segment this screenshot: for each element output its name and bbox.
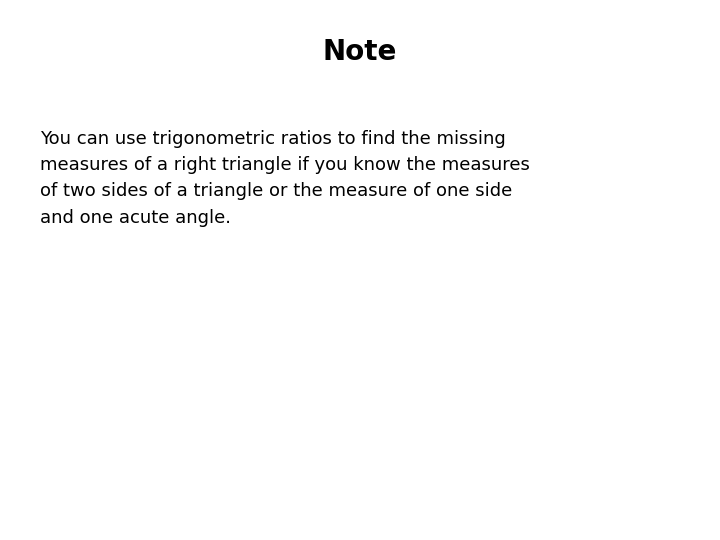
Text: Note: Note (323, 38, 397, 66)
Text: You can use trigonometric ratios to find the missing
measures of a right triangl: You can use trigonometric ratios to find… (40, 130, 529, 227)
